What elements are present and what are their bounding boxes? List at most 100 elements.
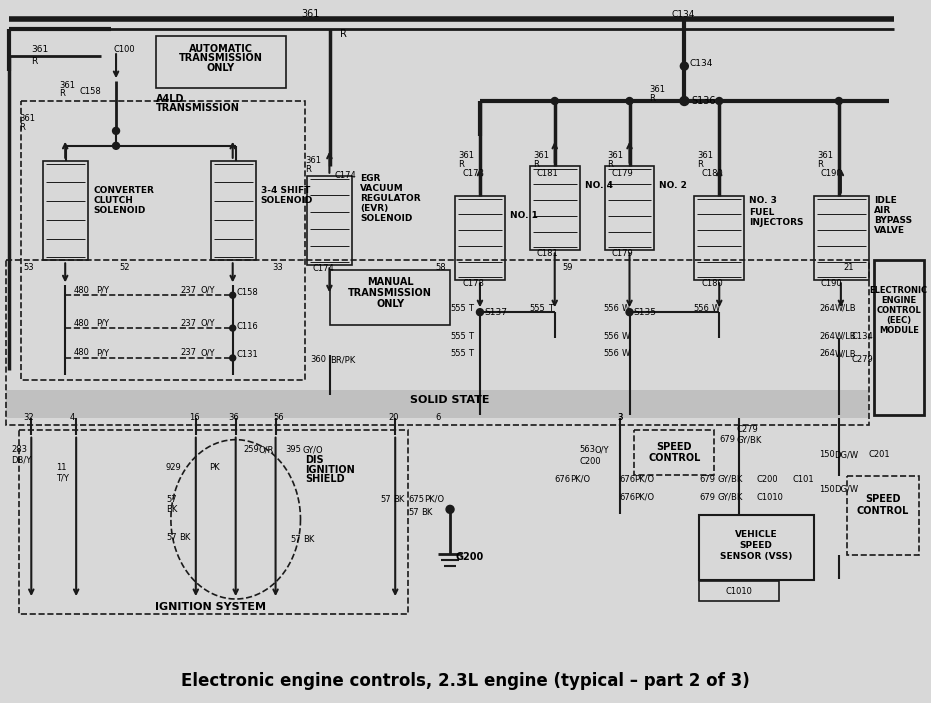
Text: O/Y: O/Y <box>595 445 609 454</box>
Text: IGNITION SYSTEM: IGNITION SYSTEM <box>155 602 266 612</box>
Text: 361: 361 <box>458 151 474 160</box>
Text: 395: 395 <box>286 445 302 454</box>
Text: BK: BK <box>166 505 177 514</box>
Circle shape <box>230 325 236 331</box>
Text: O/R: O/R <box>259 445 274 454</box>
Text: DG/W: DG/W <box>834 450 858 459</box>
Bar <box>155 37 286 88</box>
Bar <box>43 161 88 260</box>
Text: 556: 556 <box>603 349 619 359</box>
Text: AUTOMATIC: AUTOMATIC <box>189 44 252 54</box>
Text: C279: C279 <box>736 425 758 434</box>
Text: ONLY: ONLY <box>207 63 235 73</box>
Text: C134: C134 <box>689 58 713 67</box>
Bar <box>21 101 305 380</box>
Text: R: R <box>305 165 311 174</box>
Text: R: R <box>458 160 464 169</box>
Text: 53: 53 <box>23 263 34 272</box>
Text: O/Y: O/Y <box>201 349 215 358</box>
Text: 361: 361 <box>305 156 321 165</box>
Text: 3-4 SHIFT: 3-4 SHIFT <box>261 186 310 195</box>
Text: G200: G200 <box>455 552 483 562</box>
Circle shape <box>626 309 633 316</box>
Text: W/LB: W/LB <box>835 349 857 359</box>
Text: 59: 59 <box>562 263 573 272</box>
Text: C180: C180 <box>701 169 723 178</box>
Text: ELECTRONIC: ELECTRONIC <box>870 285 928 295</box>
Text: S135: S135 <box>633 308 656 316</box>
Text: 57: 57 <box>380 495 391 504</box>
Text: BK: BK <box>421 508 433 517</box>
Circle shape <box>626 98 633 105</box>
Text: R: R <box>20 124 25 132</box>
Text: S137: S137 <box>484 308 507 316</box>
Text: CLUTCH: CLUTCH <box>93 196 133 205</box>
Bar <box>699 581 779 601</box>
Circle shape <box>113 142 119 149</box>
Text: R: R <box>697 160 703 169</box>
Text: C131: C131 <box>236 351 259 359</box>
Text: DB/Y: DB/Y <box>11 455 32 464</box>
Circle shape <box>113 127 119 134</box>
Text: W: W <box>622 349 629 359</box>
Text: CONTROL: CONTROL <box>876 306 921 315</box>
Text: C158: C158 <box>79 86 101 96</box>
Text: GY/BK: GY/BK <box>717 475 743 484</box>
Text: 480: 480 <box>74 285 89 295</box>
Text: C178: C178 <box>462 279 484 288</box>
Text: P/Y: P/Y <box>96 318 109 328</box>
Text: O/Y: O/Y <box>201 318 215 328</box>
Text: CONTROL: CONTROL <box>648 453 700 463</box>
Text: C179: C179 <box>612 249 633 258</box>
Text: 480: 480 <box>74 318 89 328</box>
Text: BK: BK <box>393 495 405 504</box>
Text: 237: 237 <box>181 285 196 295</box>
Text: NO. 3: NO. 3 <box>749 196 777 205</box>
Text: 21: 21 <box>843 263 855 272</box>
Text: IDLE: IDLE <box>874 196 897 205</box>
Text: 58: 58 <box>435 263 446 272</box>
Text: C1010: C1010 <box>756 493 783 502</box>
Text: C100: C100 <box>113 45 135 53</box>
Text: W: W <box>622 332 629 340</box>
Text: 283: 283 <box>11 445 27 454</box>
Text: 361: 361 <box>608 151 624 160</box>
Text: Electronic engine controls, 2.3L engine (typical – part 2 of 3): Electronic engine controls, 2.3L engine … <box>181 671 749 690</box>
Text: 36: 36 <box>229 413 239 423</box>
Text: T: T <box>547 304 553 313</box>
Text: 676: 676 <box>619 493 636 502</box>
Bar <box>7 260 869 425</box>
Text: 555: 555 <box>530 304 546 313</box>
Text: SPEED: SPEED <box>740 541 773 550</box>
Text: SOLENOID: SOLENOID <box>261 196 313 205</box>
Text: C180: C180 <box>701 279 723 288</box>
Text: T: T <box>468 349 473 359</box>
Text: 32: 32 <box>23 413 34 423</box>
Text: 4: 4 <box>69 413 74 423</box>
Text: 676: 676 <box>619 475 636 484</box>
Text: R: R <box>533 160 539 169</box>
Text: 929: 929 <box>166 463 182 472</box>
Text: 555: 555 <box>450 304 466 313</box>
Text: PK/O: PK/O <box>570 475 590 484</box>
Circle shape <box>446 505 454 513</box>
Text: R: R <box>32 57 37 65</box>
Bar <box>331 271 450 325</box>
Text: C174: C174 <box>313 264 334 273</box>
Text: R: R <box>341 30 347 39</box>
Bar <box>20 430 408 614</box>
Text: 57: 57 <box>166 495 177 504</box>
Text: CONTROL: CONTROL <box>857 506 909 517</box>
Text: MODULE: MODULE <box>879 325 919 335</box>
Text: NO. 4: NO. 4 <box>585 181 613 190</box>
Text: SPEED: SPEED <box>656 441 692 451</box>
Text: 57: 57 <box>166 533 177 542</box>
Text: SOLENOID: SOLENOID <box>93 206 145 215</box>
Text: 237: 237 <box>181 318 196 328</box>
Text: 361: 361 <box>650 84 666 93</box>
Text: 57: 57 <box>290 535 301 543</box>
Text: 361: 361 <box>697 151 713 160</box>
Text: 556: 556 <box>694 304 709 313</box>
Text: 264: 264 <box>819 349 835 359</box>
Text: 361: 361 <box>32 45 48 53</box>
